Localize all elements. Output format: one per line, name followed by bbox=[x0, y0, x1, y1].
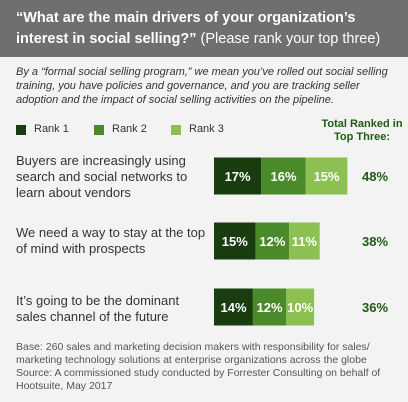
bar-row-3-rank-2 bbox=[252, 288, 287, 326]
row-label-1: Buyers are increasingly using search and… bbox=[16, 153, 188, 200]
bar-row-2-rank-1 bbox=[214, 222, 256, 260]
legend-label-rank-2: Rank 2 bbox=[112, 123, 147, 135]
bar-label-row-2-rank-2: 12% bbox=[259, 234, 285, 249]
bar-row-3-rank-3 bbox=[286, 288, 315, 326]
bar-label-row-1-rank-2: 16% bbox=[270, 169, 296, 184]
total-label-row-2: 38% bbox=[362, 234, 388, 249]
row-label-2: We need a way to stay at the top of mind… bbox=[16, 225, 206, 256]
bar-label-row-1-rank-3: 15% bbox=[314, 169, 340, 184]
source-note: Source: A commissioned study conducted b… bbox=[16, 367, 381, 392]
bar-label-row-3-rank-1: 14% bbox=[220, 300, 246, 315]
definition-note: By a “formal social selling program,” we… bbox=[16, 66, 388, 106]
legend-label-rank-1: Rank 1 bbox=[34, 123, 69, 135]
row-label-3: It’s going to be the dominant sales chan… bbox=[16, 293, 180, 324]
total-column-header: Total Ranked in Top Three: bbox=[321, 118, 403, 143]
bar-label-row-2-rank-1: 15% bbox=[222, 234, 248, 249]
legend-label-rank-3: Rank 3 bbox=[189, 123, 224, 135]
legend-swatch-rank-2 bbox=[94, 125, 104, 135]
legend-swatch-rank-1 bbox=[16, 125, 26, 135]
total-label-row-1: 48% bbox=[362, 169, 388, 184]
bar-label-row-3-rank-3: 10% bbox=[287, 300, 313, 315]
bar-row-2-rank-3 bbox=[289, 222, 320, 260]
base-note: Base: 260 sales and marketing decision m… bbox=[16, 341, 370, 366]
chart-question: “What are the main drivers of your organ… bbox=[16, 10, 356, 47]
chart-header: “What are the main drivers of your organ… bbox=[0, 0, 408, 57]
bar-label-row-1-rank-1: 17% bbox=[225, 169, 251, 184]
bar-label-row-2-rank-3: 11% bbox=[292, 234, 318, 249]
legend-swatch-rank-3 bbox=[171, 125, 181, 135]
bar-row-1-rank-1 bbox=[214, 157, 262, 195]
bar-row-1-rank-3 bbox=[305, 157, 348, 195]
chart-instruction: (Please rank your top three) bbox=[200, 31, 381, 47]
total-label-row-3: 36% bbox=[362, 300, 388, 315]
bar-row-1-rank-2 bbox=[261, 157, 306, 195]
bar-row-2-rank-2 bbox=[255, 222, 290, 260]
bar-row-3-rank-1 bbox=[214, 288, 253, 326]
bar-label-row-3-rank-2: 12% bbox=[257, 300, 283, 315]
chart-footer: Base: 260 sales and marketing decision m… bbox=[16, 341, 400, 393]
